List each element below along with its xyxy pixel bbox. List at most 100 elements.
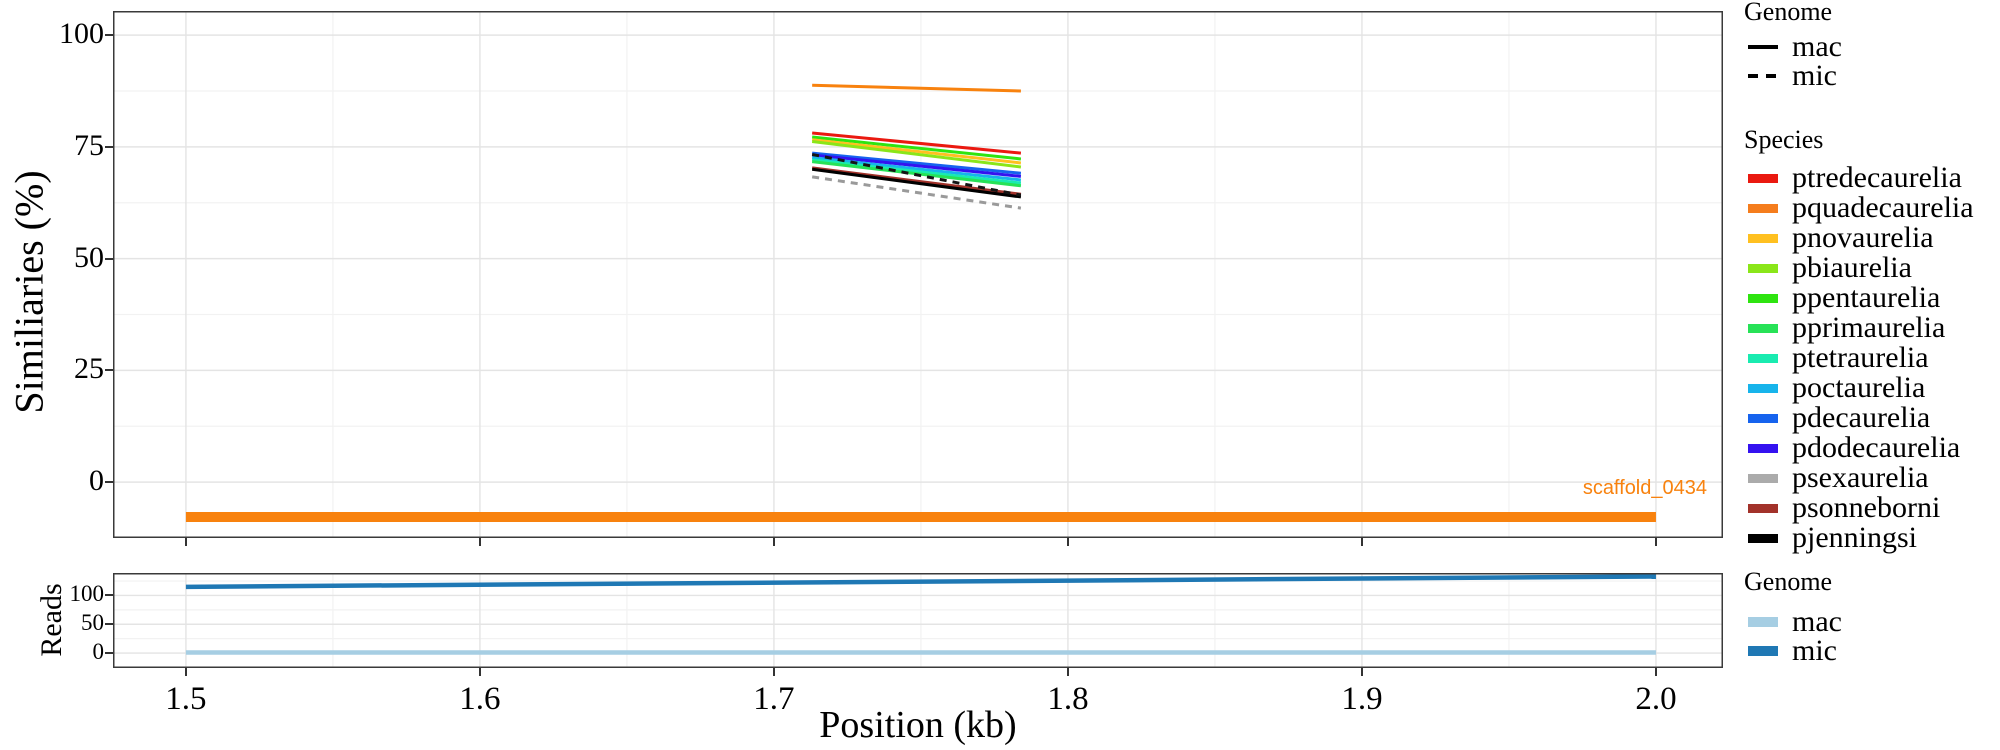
- legend-item-ppentaurelia: ppentaurelia: [0, 282, 2000, 314]
- legend-item-pprimaurelia: pprimaurelia: [0, 312, 2000, 344]
- reads-plot-area: [113, 573, 1723, 668]
- x-tick: [1654, 538, 1657, 546]
- legend-item-pdecaurelia: pdecaurelia: [0, 402, 2000, 434]
- psexaurelia-legend-color-swatch: [1748, 473, 1778, 483]
- y-tick: [105, 652, 113, 655]
- x-tick: [772, 538, 775, 546]
- mic-legend-color-swatch: [1748, 646, 1778, 656]
- legend-item-label: psonneborni: [1792, 491, 1941, 524]
- legend-item-mac: mac: [0, 606, 2000, 638]
- x-tick-label: 2.0: [1635, 681, 1677, 717]
- pdecaurelia-legend-color-swatch: [1748, 413, 1778, 423]
- x-tick: [478, 538, 481, 546]
- y-tick-label: 25: [74, 352, 104, 386]
- pprimaurelia-legend-color-swatch: [1748, 323, 1778, 333]
- series-mic-line: [185, 574, 1656, 590]
- legend-item-label: ptetraurelia: [1792, 341, 1929, 374]
- y-tick-label: 50: [81, 610, 104, 636]
- x-axis-title: Position (kb): [819, 704, 1017, 746]
- reads-panel-border: [113, 573, 1723, 668]
- series-pquadecaurelia-mac-line: [812, 83, 1021, 93]
- legend-item-pbiaurelia: pbiaurelia: [0, 252, 2000, 284]
- similarities-panel-border: [113, 11, 1723, 538]
- pnovaurelia-legend-color-swatch: [1748, 233, 1778, 243]
- series-ptredecaurelia-mac-line: [812, 131, 1022, 155]
- y-tick: [105, 481, 113, 484]
- y-tick-label: 0: [89, 464, 104, 498]
- series-ppentaurelia-mac-line: [811, 135, 1022, 161]
- series-pnovaurelia-mac-line: [811, 138, 1022, 165]
- reads-panel: [113, 573, 1723, 668]
- legend-item-pquadecaurelia: pquadecaurelia: [0, 192, 2000, 224]
- pdodecaurelia-legend-color-swatch: [1748, 443, 1778, 453]
- legend-item-label: pprimaurelia: [1792, 311, 1946, 344]
- y-tick: [105, 623, 113, 626]
- legend-item-label: psexaurelia: [1792, 461, 1929, 494]
- x-tick: [1654, 668, 1657, 676]
- ppentaurelia-legend-color-swatch: [1748, 293, 1778, 303]
- legend-item-label: pnovaurelia: [1792, 221, 1934, 254]
- x-tick-label: 1.5: [165, 681, 207, 717]
- x-tick-label: 1.7: [753, 681, 795, 717]
- poctaurelia-legend-color-swatch: [1748, 383, 1778, 393]
- x-tick: [478, 668, 481, 676]
- x-tick: [1066, 668, 1069, 676]
- legend-item-label: pdodecaurelia: [1792, 431, 1961, 464]
- legend-item-poctaurelia: poctaurelia: [0, 372, 2000, 404]
- psonneborni-legend-color-swatch: [1748, 503, 1778, 513]
- similarities-plot-area: [113, 11, 1723, 538]
- x-tick: [184, 538, 187, 546]
- x-tick-label: 1.6: [459, 681, 501, 717]
- y-tick-label: 75: [74, 128, 104, 162]
- series-poctaurelia-mac-line: [811, 156, 1022, 182]
- x-tick: [772, 668, 775, 676]
- series-pjenningsi-mic-line: [811, 153, 1022, 197]
- mac-legend-color-swatch: [1748, 617, 1778, 627]
- x-tick-label: 1.8: [1047, 681, 1089, 717]
- x-tick-label: 1.9: [1341, 681, 1383, 717]
- legend-item-ptredecaurelia: ptredecaurelia: [0, 162, 2000, 194]
- legend-item-pjenningsi: pjenningsi: [0, 522, 2000, 554]
- pjenningsi-legend-color-swatch: [1748, 533, 1778, 543]
- ptetraurelia-legend-color-swatch: [1748, 353, 1778, 363]
- legend-item-psexaurelia: psexaurelia: [0, 462, 2000, 494]
- legend-title-species: Species: [1744, 125, 1824, 154]
- y-tick: [105, 369, 113, 372]
- legend-item-pdodecaurelia: pdodecaurelia: [0, 432, 2000, 464]
- legend-item-label: pquadecaurelia: [1792, 191, 1974, 224]
- pbiaurelia-legend-color-swatch: [1748, 263, 1778, 273]
- legend-item-psonneborni: psonneborni: [0, 492, 2000, 524]
- mac-legend-line-sample: [1748, 45, 1778, 49]
- similarity-panel: [113, 11, 1723, 538]
- series-pbiaurelia-mac-line: [811, 140, 1022, 169]
- legend-item-label: mic: [1792, 634, 1837, 667]
- x-tick: [1066, 538, 1069, 546]
- legend-item-label: pdecaurelia: [1792, 401, 1931, 434]
- legend-item-mic: mic: [0, 60, 2000, 92]
- pquadecaurelia-legend-color-swatch: [1748, 203, 1778, 213]
- y-tick-label: 50: [74, 240, 104, 274]
- legend-item-label: poctaurelia: [1792, 371, 1926, 404]
- legend-item-pnovaurelia: pnovaurelia: [0, 222, 2000, 254]
- legend-item-label: pbiaurelia: [1792, 251, 1912, 284]
- legend-item-label: mac: [1792, 605, 1842, 638]
- ptredecaurelia-legend-color-swatch: [1748, 173, 1778, 183]
- legend-item-label: mac: [1792, 30, 1842, 63]
- series-pdodecaurelia-mac-line: [812, 153, 1022, 178]
- x-tick: [1360, 668, 1363, 676]
- legend-item-ptetraurelia: ptetraurelia: [0, 342, 2000, 374]
- x-tick: [184, 668, 187, 676]
- series-psonneborni-mac-line: [811, 166, 1022, 196]
- legend-title-genome-top: Genome: [1744, 0, 1833, 26]
- y-tick-label: 0: [92, 639, 105, 665]
- y-tick-label: 100: [69, 581, 105, 607]
- legend-item-label: pjenningsi: [1792, 521, 1917, 554]
- legend-item-mic: mic: [0, 635, 2000, 667]
- mic-legend-line-sample: [1748, 74, 1778, 78]
- y-tick: [105, 257, 113, 260]
- scaffold-annotation-label: scaffold_0434: [1582, 477, 1707, 499]
- y-tick: [105, 145, 113, 148]
- y-tick: [105, 594, 113, 597]
- legend-item-mac: mac: [0, 31, 2000, 63]
